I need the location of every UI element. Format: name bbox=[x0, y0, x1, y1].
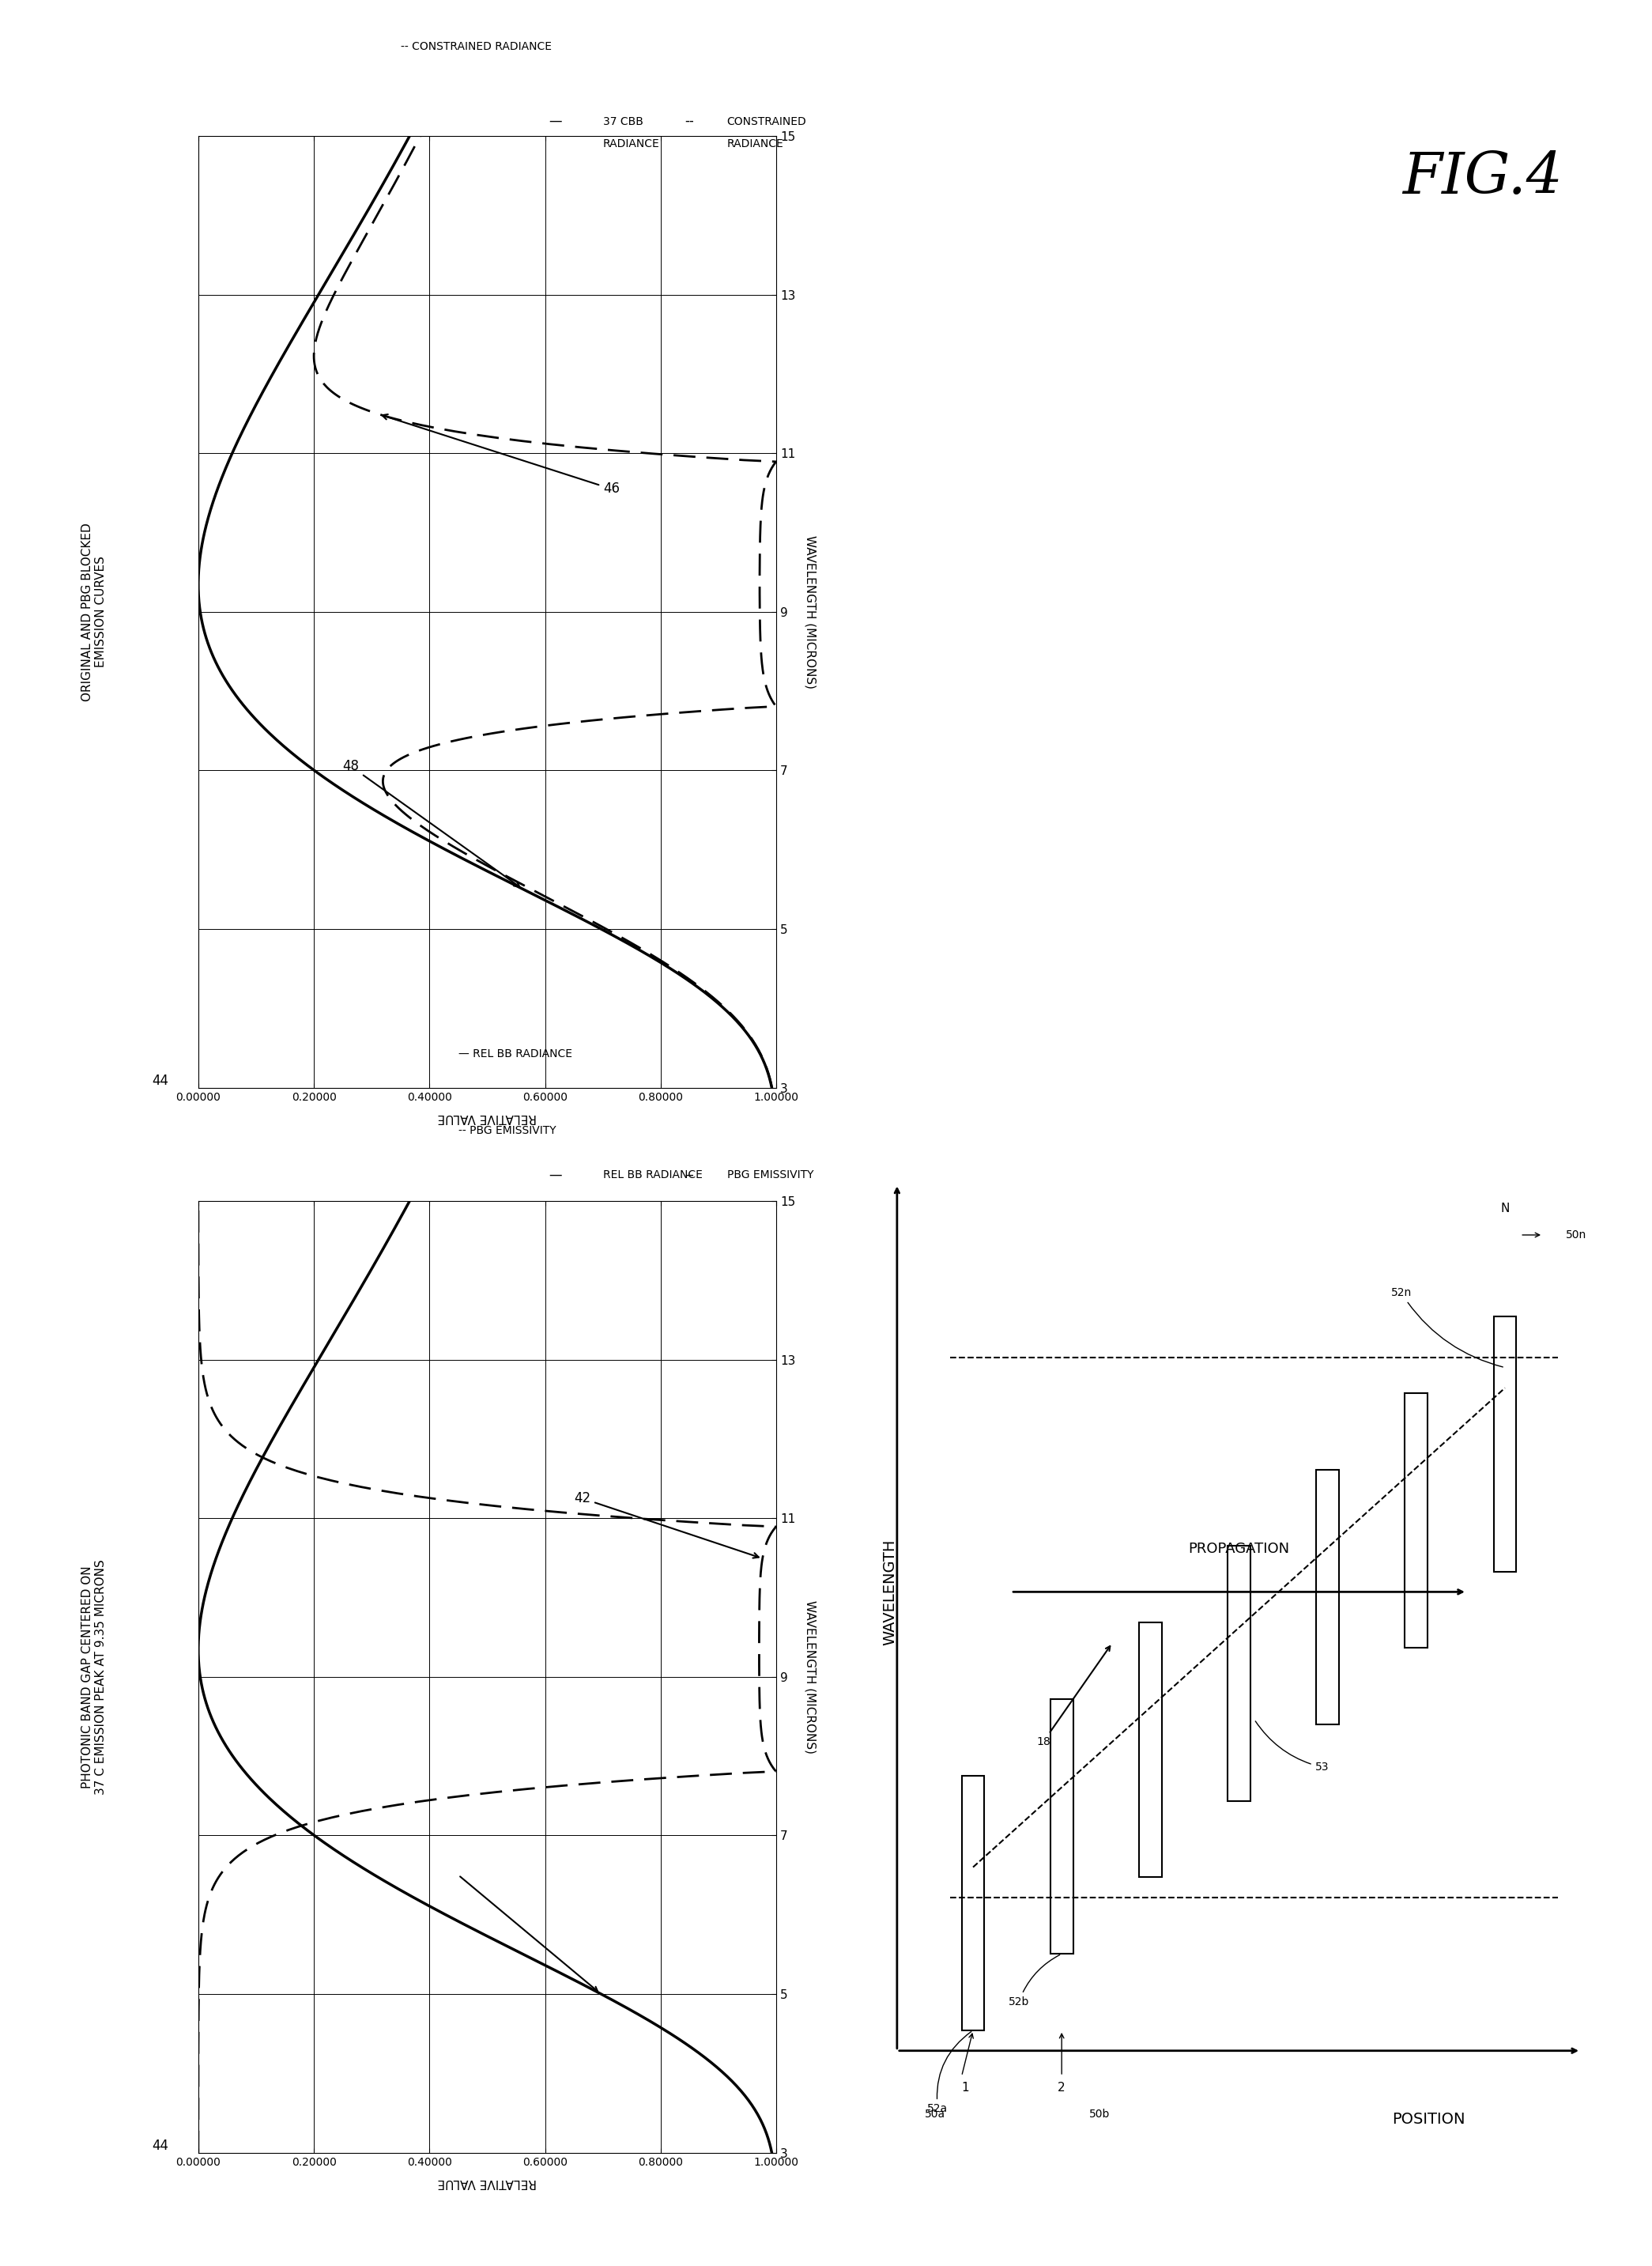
Text: 42: 42 bbox=[575, 1491, 758, 1559]
Text: REL BB RADIANCE: REL BB RADIANCE bbox=[603, 1169, 702, 1181]
Text: 52n: 52n bbox=[1391, 1287, 1503, 1366]
Text: 44: 44 bbox=[152, 1074, 169, 1088]
Text: POSITION: POSITION bbox=[1393, 2112, 1465, 2128]
Bar bbox=[961, 1777, 985, 2030]
Text: PHOTONIC BAND GAP CENTERED ON
37 C EMISSION PEAK AT 9.35 MICRONS: PHOTONIC BAND GAP CENTERED ON 37 C EMISS… bbox=[81, 1559, 107, 1795]
Text: 52b: 52b bbox=[1008, 1956, 1059, 2008]
Text: FIG.3b: FIG.3b bbox=[458, 1201, 517, 1219]
Bar bbox=[1227, 1545, 1251, 1801]
Text: 1: 1 bbox=[961, 2082, 970, 2094]
Text: 53: 53 bbox=[1256, 1722, 1328, 1772]
Bar bbox=[1138, 1622, 1161, 1876]
Y-axis label: WAVELENGTH (MICRONS): WAVELENGTH (MICRONS) bbox=[805, 535, 816, 689]
X-axis label: RELATIVE VALUE: RELATIVE VALUE bbox=[438, 1110, 537, 1124]
Bar bbox=[1404, 1394, 1427, 1647]
Text: 50a: 50a bbox=[925, 2107, 945, 2119]
Text: 50n: 50n bbox=[1566, 1230, 1586, 1240]
Text: -- PBG EMISSIVITY: -- PBG EMISSIVITY bbox=[459, 1124, 557, 1135]
Y-axis label: WAVELENGTH (MICRONS): WAVELENGTH (MICRONS) bbox=[805, 1600, 816, 1754]
Text: --: -- bbox=[684, 1167, 694, 1181]
Text: N: N bbox=[1500, 1203, 1510, 1215]
Text: 52a: 52a bbox=[927, 2033, 971, 2114]
Text: —: — bbox=[548, 1167, 562, 1181]
Text: ORIGINAL AND PBG BLOCKED
EMISSION CURVES: ORIGINAL AND PBG BLOCKED EMISSION CURVES bbox=[81, 523, 107, 700]
Text: 18: 18 bbox=[1036, 1645, 1110, 1747]
Text: WAVELENGTH: WAVELENGTH bbox=[882, 1539, 897, 1645]
Text: —: — bbox=[548, 113, 562, 127]
Text: 2: 2 bbox=[1057, 2082, 1066, 2094]
Text: RADIANCE: RADIANCE bbox=[603, 138, 659, 150]
Bar bbox=[1051, 1700, 1074, 1953]
X-axis label: RELATIVE VALUE: RELATIVE VALUE bbox=[438, 2175, 537, 2189]
Text: --: -- bbox=[684, 113, 694, 127]
Text: PROPAGATION: PROPAGATION bbox=[1188, 1541, 1290, 1557]
Text: 50b: 50b bbox=[1089, 2107, 1110, 2119]
Bar bbox=[1493, 1317, 1517, 1573]
Text: — REL BB RADIANCE: — REL BB RADIANCE bbox=[459, 1049, 572, 1060]
Text: 46: 46 bbox=[382, 415, 620, 496]
Text: 44: 44 bbox=[152, 2139, 169, 2153]
Text: 37 CBB: 37 CBB bbox=[603, 116, 643, 127]
Text: FIG.4: FIG.4 bbox=[1403, 150, 1563, 206]
Bar bbox=[1317, 1471, 1340, 1724]
Text: PBG EMISSIVITY: PBG EMISSIVITY bbox=[727, 1169, 813, 1181]
Text: -- CONSTRAINED RADIANCE: -- CONSTRAINED RADIANCE bbox=[400, 41, 552, 52]
Text: 48: 48 bbox=[344, 759, 519, 886]
Text: CONSTRAINED: CONSTRAINED bbox=[727, 116, 806, 127]
Text: RADIANCE: RADIANCE bbox=[727, 138, 783, 150]
